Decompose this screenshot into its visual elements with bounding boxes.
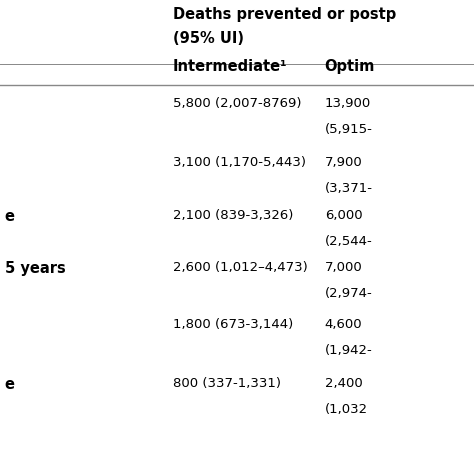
Text: 13,900: 13,900 [325, 97, 371, 110]
Text: e: e [5, 377, 15, 392]
Text: Intermediate¹: Intermediate¹ [173, 59, 288, 74]
Text: (2,544-: (2,544- [325, 235, 373, 247]
Text: 5,800 (2,007-8769): 5,800 (2,007-8769) [173, 97, 301, 110]
Text: 3,100 (1,170-5,443): 3,100 (1,170-5,443) [173, 156, 306, 169]
Text: 7,000: 7,000 [325, 261, 363, 273]
Text: 800 (337-1,331): 800 (337-1,331) [173, 377, 281, 390]
Text: (3,371-: (3,371- [325, 182, 373, 195]
Text: Optim: Optim [325, 59, 375, 74]
Text: 2,100 (839-3,326): 2,100 (839-3,326) [173, 209, 293, 221]
Text: 2,400: 2,400 [325, 377, 363, 390]
Text: 1,800 (673-3,144): 1,800 (673-3,144) [173, 318, 293, 330]
Text: e: e [5, 209, 15, 224]
Text: 6,000: 6,000 [325, 209, 362, 221]
Text: (95% UI): (95% UI) [173, 31, 244, 46]
Text: 7,900: 7,900 [325, 156, 363, 169]
Text: (2,974-: (2,974- [325, 287, 373, 300]
Text: Deaths prevented or postp: Deaths prevented or postp [173, 7, 396, 22]
Text: 4,600: 4,600 [325, 318, 362, 330]
Text: (5,915-: (5,915- [325, 123, 373, 136]
Text: 2,600 (1,012–4,473): 2,600 (1,012–4,473) [173, 261, 308, 273]
Text: (1,942-: (1,942- [325, 344, 373, 356]
Text: (1,032: (1,032 [325, 403, 368, 416]
Text: 5 years: 5 years [5, 261, 65, 276]
